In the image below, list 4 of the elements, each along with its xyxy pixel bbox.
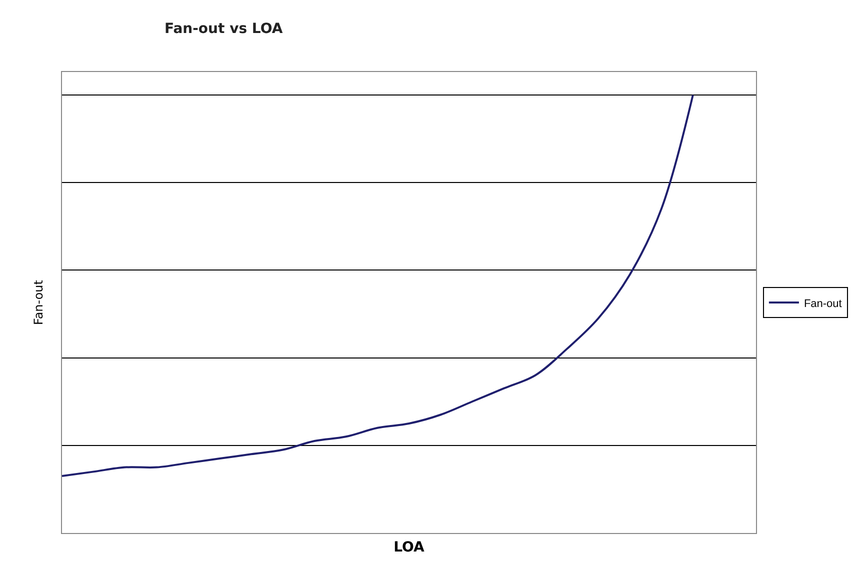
y-axis-title: Fan-out — [31, 280, 46, 325]
chart-title: Fan-out vs LOA — [164, 21, 283, 38]
x-axis-title: LOA — [394, 539, 425, 556]
legend-label: Fan-out — [804, 298, 842, 310]
